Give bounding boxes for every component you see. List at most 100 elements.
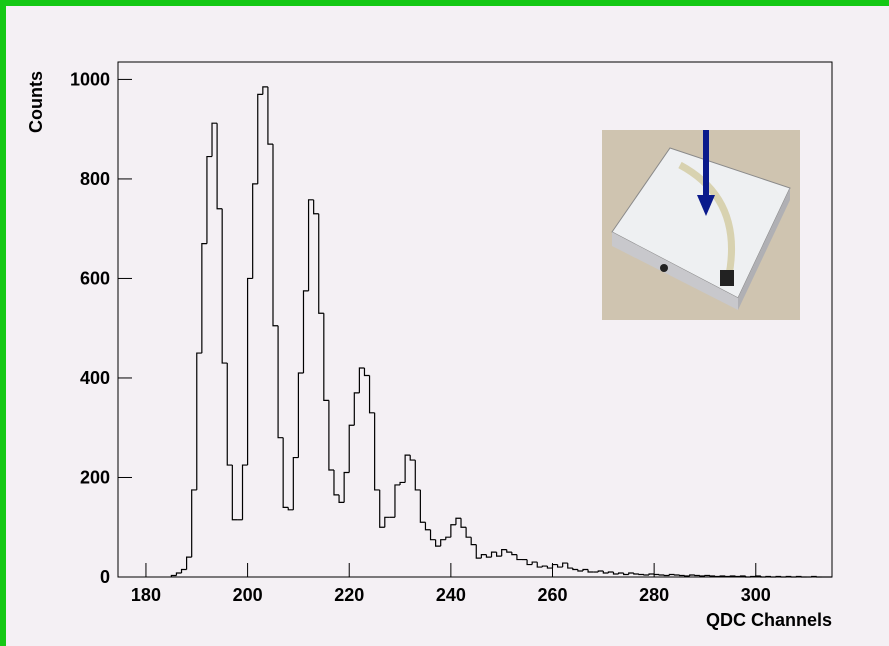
histogram-bin: [648, 573, 655, 576]
histogram-bin: [495, 552, 502, 557]
y-tick-label: 0: [100, 567, 110, 587]
histogram-bin: [201, 243, 207, 354]
histogram-bin: [206, 155, 213, 244]
histogram-bin: [602, 571, 609, 574]
histogram-bin: [196, 352, 202, 490]
histogram-bin: [577, 569, 583, 572]
histogram-bin: [175, 572, 182, 576]
histogram-bin: [318, 213, 324, 314]
histogram-bin: [262, 86, 268, 95]
histogram-bin: [302, 290, 309, 373]
histogram-bin: [186, 556, 192, 570]
histogram-bin: [297, 372, 304, 458]
histogram-bin: [556, 564, 563, 568]
y-tick-label: 400: [80, 368, 110, 388]
photo-connector: [720, 270, 734, 286]
histogram-bin: [292, 456, 299, 510]
histogram-bin: [246, 277, 253, 466]
histogram-bin: [424, 522, 431, 531]
histogram-bin: [216, 123, 223, 210]
histogram-bin: [231, 465, 238, 521]
histogram-bin: [414, 460, 421, 491]
histogram-bin: [323, 313, 329, 401]
histogram-bin: [374, 412, 380, 491]
photo-fiber: [678, 161, 735, 281]
histogram-bin: [450, 524, 456, 538]
histogram-bin: [440, 539, 446, 547]
histogram-bin: [221, 208, 228, 364]
histogram-bin: [633, 573, 639, 575]
x-tick-label: 300: [741, 585, 771, 605]
histogram-bin: [572, 568, 578, 571]
histogram-bin: [241, 464, 248, 520]
histogram-bin: [368, 375, 375, 414]
histogram-bin: [333, 470, 340, 496]
canvas-background: [6, 6, 889, 646]
histogram-bin: [358, 367, 365, 393]
histogram-bin: [511, 552, 517, 556]
histogram-bin: [689, 574, 695, 577]
histogram-bin: [348, 424, 355, 473]
histogram-bin: [745, 576, 751, 578]
histogram-bin: [582, 568, 589, 572]
histogram-bin: [328, 400, 334, 471]
histogram-bin: [429, 529, 436, 541]
histogram-bin: [501, 549, 507, 557]
histogram-bin: [607, 571, 614, 574]
y-axis-title: Counts: [26, 71, 46, 133]
histogram-bin: [546, 566, 553, 569]
histogram-bin: [541, 565, 548, 568]
histogram-bin: [180, 568, 187, 574]
histogram-bin: [353, 392, 360, 426]
histogram-bin: [191, 489, 197, 558]
histogram-bin: [628, 572, 634, 575]
histogram-bin: [211, 122, 218, 157]
histogram-bin: [419, 489, 426, 523]
histogram-bin: [551, 563, 558, 569]
histogram-bin: [338, 494, 345, 503]
x-tick-label: 180: [131, 585, 161, 605]
histogram-bin: [668, 573, 675, 576]
x-tick-label: 240: [436, 585, 466, 605]
histogram-bin: [363, 368, 370, 377]
photo-tray-side: [738, 188, 790, 310]
histogram-bin: [617, 572, 624, 575]
histogram-bin: [516, 554, 523, 561]
y-tick-label: 600: [80, 268, 110, 288]
histogram-bin: [307, 199, 314, 291]
histogram-bin: [409, 455, 416, 461]
histogram-bin: [480, 554, 487, 559]
histogram-bin: [267, 86, 273, 145]
histogram-bin: [760, 576, 766, 578]
plot-frame: [117, 61, 833, 578]
histogram-bin: [257, 93, 263, 184]
histogram-bin: [252, 183, 258, 279]
y-tick-label: 800: [80, 169, 110, 189]
histogram-bin: [587, 569, 594, 573]
histogram-bin: [536, 562, 543, 568]
histogram-bin: [282, 437, 289, 508]
photo-tray-side: [612, 232, 738, 310]
histogram-bin: [272, 144, 279, 327]
photo-arrow-head: [697, 195, 715, 216]
histogram-bin: [485, 554, 492, 558]
x-tick-label: 260: [537, 585, 567, 605]
histogram-bin: [612, 572, 619, 575]
x-tick-label: 280: [639, 585, 669, 605]
histogram-bin: [277, 325, 284, 439]
histogram-bin: [506, 549, 512, 553]
histogram-bin: [526, 559, 533, 566]
histogram-bin: [313, 199, 319, 215]
histogram-bin: [562, 562, 568, 568]
histogram-bin: [567, 563, 573, 569]
histogram-bin: [623, 573, 629, 576]
inset-photo: [602, 130, 800, 320]
histogram-bin: [531, 561, 538, 565]
histogram-bin: [287, 507, 294, 511]
histogram-bin: [394, 484, 401, 518]
histogram-bin: [226, 363, 233, 466]
histogram-bin: [379, 489, 385, 528]
y-tick-label: 1000: [70, 69, 110, 89]
